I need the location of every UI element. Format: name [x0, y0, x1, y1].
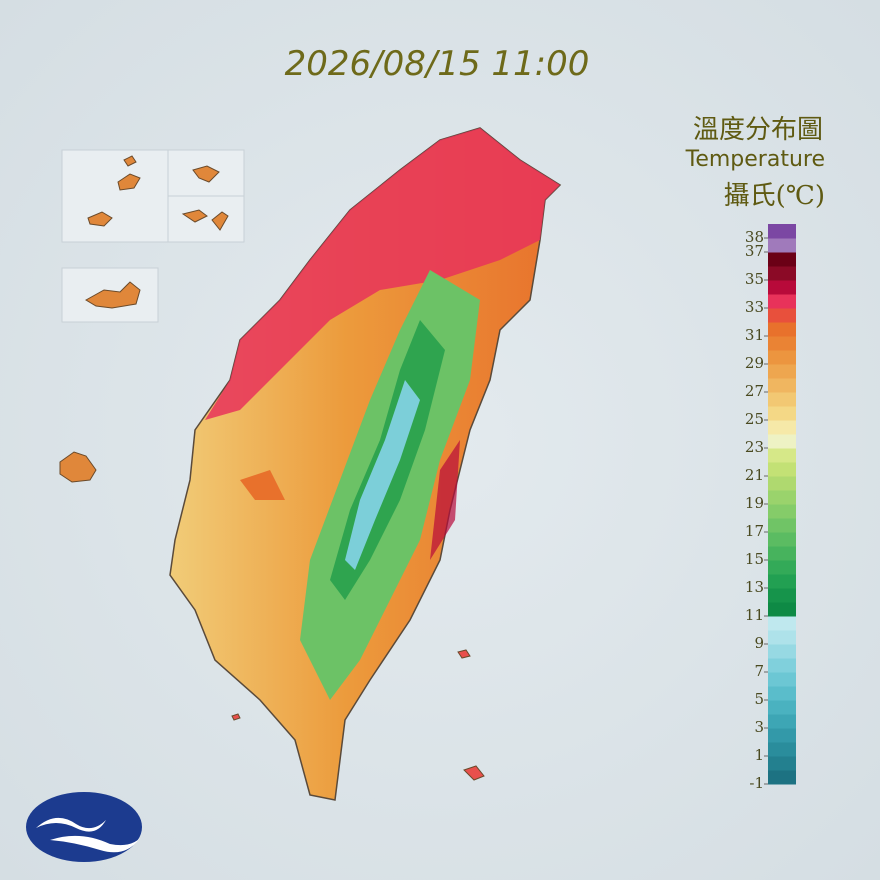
scale-bin [768, 588, 796, 603]
scale-bin [768, 420, 796, 435]
scale-bin [768, 728, 796, 743]
scale-tick-label: 29 [745, 354, 764, 372]
scale-tick-label: 35 [745, 270, 764, 288]
scale-bin [768, 378, 796, 393]
scale-bin [768, 630, 796, 645]
scale-tick-label: 38 [745, 228, 764, 246]
scale-bin [768, 224, 796, 239]
scale-bin [768, 616, 796, 631]
scale-tick-label: 23 [745, 438, 764, 456]
scale-bin [768, 434, 796, 449]
taiwan-temperature-map [169, 127, 562, 801]
scale-bin [768, 560, 796, 575]
scale-bin [768, 756, 796, 771]
scale-bin [768, 672, 796, 687]
scale-bin [768, 770, 796, 785]
scale-tick-label: 3 [754, 718, 764, 736]
inset-boxes [59, 149, 485, 781]
timestamp: 2026/08/15 11:00 [285, 44, 590, 84]
scale-bin [768, 448, 796, 463]
scale-bin [768, 714, 796, 729]
scale-tick-label: 17 [745, 522, 764, 540]
scale-bin [768, 392, 796, 407]
scale-bin [768, 518, 796, 533]
scale-tick-label: 19 [745, 494, 764, 512]
scale-bin [768, 602, 796, 617]
legend-title: 溫度分布圖 [693, 115, 823, 145]
scale-bin [768, 742, 796, 757]
scale-tick-label: 15 [745, 550, 764, 568]
scale-bin [768, 700, 796, 715]
scale-bin [768, 476, 796, 491]
scale-tick-label: 27 [745, 382, 764, 400]
scale-bin [768, 266, 796, 281]
scale-bin [768, 644, 796, 659]
scale-bin [768, 546, 796, 561]
scale-bin [768, 532, 796, 547]
scale-bin [768, 238, 796, 253]
scale-tick-label: -1 [749, 774, 764, 792]
scale-bin [768, 294, 796, 309]
scale-tick-label: 33 [745, 298, 764, 316]
scale-bin [768, 658, 796, 673]
scale-tick-label: 37 [745, 242, 764, 260]
scale-bin [768, 462, 796, 477]
legend-unit: 攝氏(℃) [724, 181, 825, 211]
scale-bin [768, 406, 796, 421]
scale-tick-label: 11 [745, 606, 764, 624]
scale-bin [768, 364, 796, 379]
legend-subtitle: Temperature [685, 147, 825, 172]
scale-tick-label: 31 [745, 326, 764, 344]
cwa-logo [26, 792, 142, 862]
scale-tick-label: 13 [745, 578, 764, 596]
scale-bin [768, 574, 796, 589]
scale-bin [768, 504, 796, 519]
scale-bin [768, 686, 796, 701]
scale-tick-label: 25 [745, 410, 764, 428]
scale-tick-label: 9 [754, 634, 764, 652]
scale-tick-label: 21 [745, 466, 764, 484]
scale-bin [768, 350, 796, 365]
scale-bin [768, 280, 796, 295]
scale-bin [768, 308, 796, 323]
scale-bin [768, 252, 796, 267]
scale-tick-label: 7 [754, 662, 764, 680]
scale-tick-label: 5 [754, 690, 764, 708]
scale-bin [768, 490, 796, 505]
scale-bin [768, 322, 796, 337]
scale-bin [768, 336, 796, 351]
scale-tick-label: 1 [754, 746, 764, 764]
